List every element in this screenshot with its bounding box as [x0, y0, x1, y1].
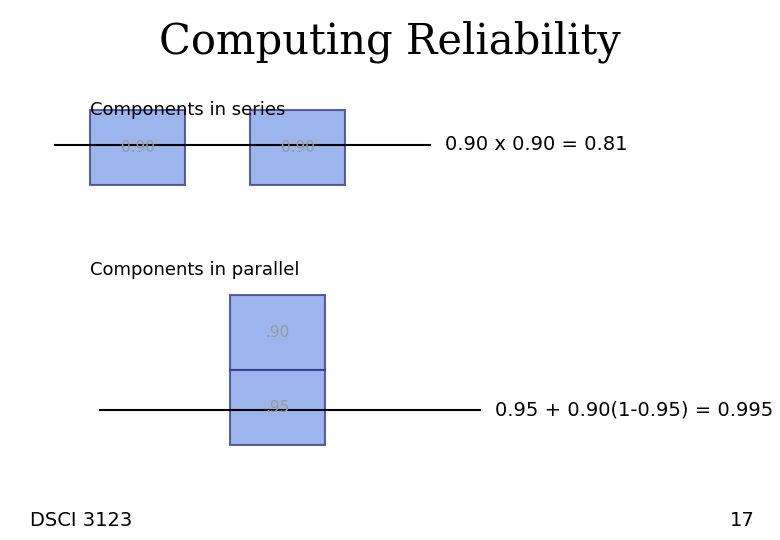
- Text: 17: 17: [730, 510, 755, 530]
- Text: Components in series: Components in series: [90, 101, 285, 119]
- Text: Components in parallel: Components in parallel: [90, 261, 300, 279]
- Text: DSCI 3123: DSCI 3123: [30, 510, 133, 530]
- Text: Computing Reliability: Computing Reliability: [159, 21, 621, 63]
- FancyBboxPatch shape: [230, 370, 325, 445]
- Text: .90: .90: [265, 325, 289, 340]
- FancyBboxPatch shape: [230, 295, 325, 370]
- Text: 0.90 x 0.90 = 0.81: 0.90 x 0.90 = 0.81: [445, 136, 627, 154]
- Text: 0.95 + 0.90(1-0.95) = 0.995: 0.95 + 0.90(1-0.95) = 0.995: [495, 401, 773, 420]
- FancyBboxPatch shape: [90, 110, 185, 185]
- Text: 0.90: 0.90: [121, 140, 154, 155]
- Text: 0.90: 0.90: [281, 140, 314, 155]
- Text: .95: .95: [265, 400, 289, 415]
- FancyBboxPatch shape: [250, 110, 345, 185]
